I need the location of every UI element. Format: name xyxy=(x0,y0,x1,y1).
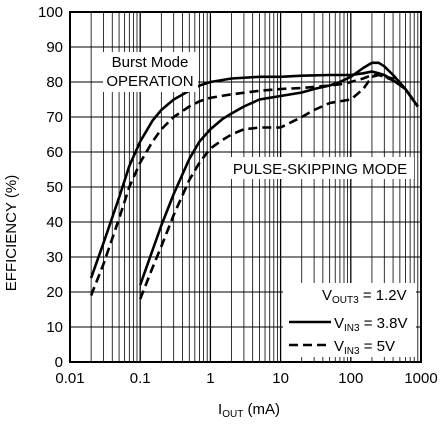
series-group xyxy=(89,61,419,300)
x-axis-label-main: I xyxy=(218,401,222,418)
legend-solid: VIN3 = 3.8V xyxy=(334,315,408,334)
x-axis-label: IOUT (mA) xyxy=(218,401,280,420)
legend-vout-main: V xyxy=(322,287,332,304)
legend: VOUT3 = 1.2V VIN3 = 3.8V VIN3 = 5V xyxy=(283,283,416,357)
legend-solid-sub: IN3 xyxy=(344,323,360,334)
plot-frame xyxy=(69,11,422,363)
x-axis-label-unit: (mA) xyxy=(243,401,280,418)
tick-labels: 0 10 20 30 40 50 60 70 80 90 100 0.01 0.1 1 10 100 1000 xyxy=(38,4,438,387)
legend-solid-value: = 3.8V xyxy=(360,315,408,332)
y-tick-label: 80 xyxy=(46,74,63,91)
legend-dashed-main: V xyxy=(334,338,344,355)
y-tick-label: 90 xyxy=(46,39,63,56)
y-tick-label: 100 xyxy=(38,4,63,21)
x-tick-label: 10 xyxy=(272,370,289,387)
legend-vout-sub: OUT3 xyxy=(332,295,359,306)
series-line-pulse-skipping-dashed xyxy=(138,73,419,300)
burst-mode-annotation: Burst Mode xyxy=(112,54,189,71)
pulse-skipping-annotation: PULSE-SKIPPING MODE xyxy=(233,161,407,178)
legend-vout: VOUT3 = 1.2V xyxy=(322,287,407,306)
legend-dashed-value: = 5V xyxy=(360,338,395,355)
y-tick-label: 0 xyxy=(55,354,63,371)
series-line-burst-solid xyxy=(89,70,419,279)
x-tick-label: 1 xyxy=(206,370,214,387)
legend-solid-main: V xyxy=(334,315,344,332)
x-tick-label: 100 xyxy=(338,370,363,387)
x-tick-label: 0.01 xyxy=(55,370,84,387)
y-tick-label: 40 xyxy=(46,214,63,231)
y-tick-label: 10 xyxy=(46,319,63,336)
burst-operation-annotation: OPERATION xyxy=(106,73,193,90)
legend-dashed-sub: IN3 xyxy=(344,346,360,357)
y-tick-label: 70 xyxy=(46,109,63,126)
y-axis-label: EFFICIENCY (%) xyxy=(3,175,20,291)
x-axis-label-sub: OUT xyxy=(222,409,243,420)
y-tick-label: 30 xyxy=(46,249,63,266)
y-tick-label: 60 xyxy=(46,144,63,161)
x-tick-label: 0.1 xyxy=(130,370,151,387)
legend-vout-value: = 1.2V xyxy=(359,287,407,304)
legend-dashed: VIN3 = 5V xyxy=(334,338,395,357)
burst-annotation-bg xyxy=(103,52,198,92)
y-tick-label: 50 xyxy=(46,179,63,196)
x-tick-label: 1000 xyxy=(404,370,437,387)
pulse-annotation-bg xyxy=(228,157,414,179)
y-tick-label: 20 xyxy=(46,284,63,301)
series-line-pulse-skipping-solid xyxy=(138,61,419,286)
